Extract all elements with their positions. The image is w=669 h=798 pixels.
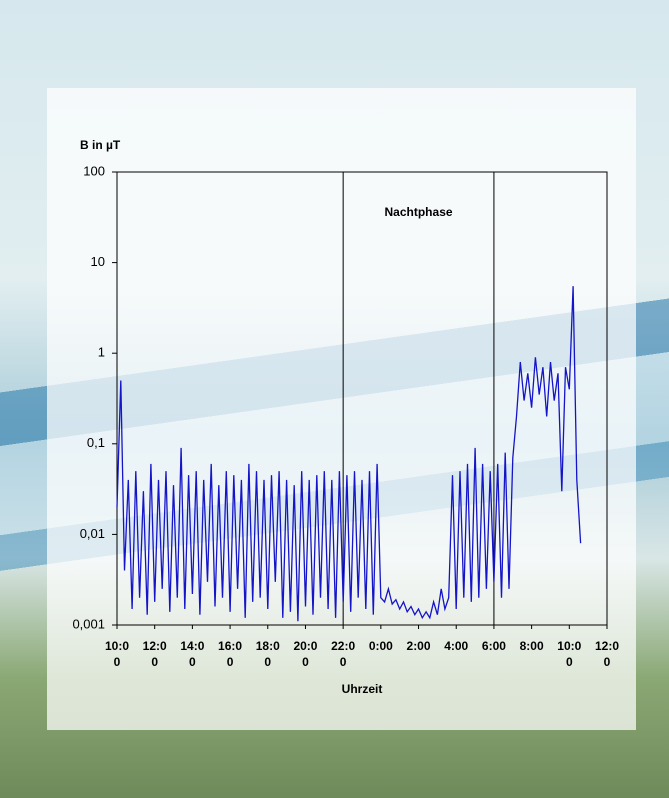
chart-panel	[47, 88, 636, 730]
x-tick-label: 16:0 0	[218, 639, 242, 669]
x-tick-label: 22:0 0	[331, 639, 355, 669]
y-tick-label: 0,001	[72, 616, 105, 631]
x-axis-label: Uhrzeit	[342, 682, 383, 696]
plot-frame	[116, 171, 608, 626]
y-tick-label: 10	[91, 254, 105, 269]
x-tick-label: 4:00	[444, 639, 468, 653]
y-axis-label: B in µT	[80, 138, 121, 152]
x-tick-label: 8:00	[520, 639, 544, 653]
x-tick-label: 20:0 0	[293, 639, 317, 669]
x-tick-label: 12:0 0	[143, 639, 167, 669]
annotation: Nachtphase	[385, 205, 453, 219]
y-tick-label: 0,01	[80, 526, 105, 541]
y-tick-label: 1	[98, 345, 105, 360]
x-tick-label: 18:0 0	[256, 639, 280, 669]
x-tick-label: 0:00	[369, 639, 393, 653]
x-tick-label: 14:0 0	[180, 639, 204, 669]
y-tick-label: 0,1	[87, 435, 105, 450]
x-tick-label: 6:00	[482, 639, 506, 653]
x-tick-label: 10:0 0	[105, 639, 129, 669]
y-tick-label: 100	[83, 163, 105, 178]
x-tick-label: 12:0 0	[595, 639, 619, 669]
x-tick-label: 2:00	[407, 639, 431, 653]
data-line	[116, 286, 582, 622]
x-tick-label: 10:0 0	[557, 639, 581, 669]
